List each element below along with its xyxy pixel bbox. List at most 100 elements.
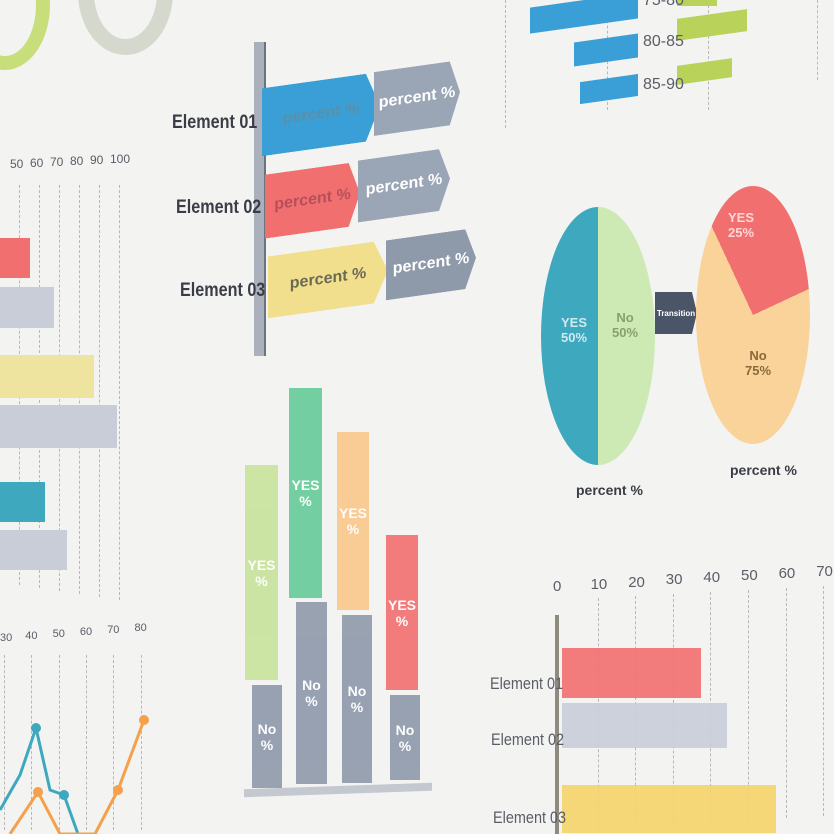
slice-name: No	[616, 310, 634, 325]
bar-top-red: YES %	[386, 535, 418, 690]
slice-name: YES	[728, 210, 755, 225]
grid-line	[85, 655, 87, 830]
x-tick-label: 20	[628, 573, 645, 591]
arrow-segment-red: percent %	[265, 161, 360, 238]
segment-label: percent %	[392, 249, 470, 278]
x-tick-label: 70	[50, 155, 64, 169]
element-label: Element 02	[491, 730, 565, 749]
bar-element-02	[562, 703, 728, 748]
transition-label: Transition	[656, 308, 696, 318]
arrow-segment-blue: percent %	[262, 72, 380, 157]
slice-name: YES	[561, 315, 588, 330]
line-series-orange	[8, 719, 146, 834]
pie-slice-label: YES 25%	[728, 210, 754, 240]
bar-label: No %	[395, 721, 415, 754]
bar-bottom-gray: No %	[252, 685, 282, 788]
pie-chart-2	[696, 186, 810, 444]
category-label: 75-80	[643, 0, 684, 9]
pie-slice-label: No 50%	[612, 310, 638, 340]
x-tick-label: 60	[79, 626, 93, 638]
bar-label: No %	[302, 677, 321, 709]
grid-line	[113, 655, 115, 830]
arrow-segment-gray: percent %	[374, 60, 460, 136]
x-tick-label: 100	[110, 152, 131, 166]
pie-slice-label: No 75%	[745, 348, 771, 378]
element-label: Element 03	[493, 808, 567, 827]
category-label: 85-90	[643, 76, 684, 93]
x-tick-label: 70	[107, 624, 120, 636]
x-tick-label: 30	[665, 571, 683, 589]
element-label: Element 01	[490, 674, 564, 693]
bar-red	[0, 238, 30, 278]
x-tick-label: 60	[30, 156, 44, 170]
slice-value: 50%	[561, 330, 588, 345]
bar-green-85-90	[677, 58, 732, 85]
bar-top-orange: YES %	[337, 432, 369, 610]
transition-arrow: Transition	[655, 292, 697, 334]
slice-value: 50%	[612, 325, 639, 340]
x-tick-label: 50	[741, 567, 758, 584]
bar-gray	[0, 530, 67, 570]
donut-chart-fragment	[0, 0, 50, 70]
x-tick-label: 60	[778, 564, 796, 582]
arrow-segment-gray: percent %	[358, 148, 450, 223]
bar-gray	[0, 405, 117, 448]
segment-label: percent %	[289, 264, 367, 293]
grid-line	[817, 0, 818, 80]
bar-top-mint: YES %	[289, 388, 322, 598]
x-tick-label: 80	[134, 622, 147, 634]
x-tick-label: 40	[703, 569, 721, 587]
grid-line	[119, 185, 120, 600]
line-point	[139, 715, 149, 725]
bar-yellow	[0, 355, 94, 398]
x-tick-label: 0	[553, 578, 562, 595]
bar-green-80-85	[677, 9, 747, 41]
pie-caption: percent %	[730, 462, 797, 478]
x-tick-label: 10	[590, 575, 608, 593]
x-tick-label: 90	[90, 153, 104, 167]
line-point	[59, 790, 69, 800]
grid-line	[4, 655, 5, 830]
y-axis-line	[555, 615, 559, 834]
grid-line	[140, 655, 142, 830]
line-series-teal	[0, 722, 80, 834]
grid-line	[99, 185, 100, 597]
x-tick-label: 70	[816, 562, 833, 580]
pie-chart-1	[541, 207, 655, 465]
arrow-segment-gray: percent %	[386, 228, 476, 301]
x-tick-label: 30	[0, 632, 13, 644]
x-tick-label: 40	[25, 630, 38, 642]
x-tick-label: 80	[70, 154, 84, 168]
grid-line	[748, 590, 749, 820]
bar-blue-80-85	[574, 33, 638, 67]
segment-label: percent %	[365, 170, 443, 199]
bar-gray	[0, 287, 54, 328]
grid-line	[58, 655, 60, 830]
slice-name: No	[749, 348, 767, 363]
donut-chart-fragment-gray	[78, 0, 173, 55]
bar-blue	[0, 482, 45, 522]
bar-label: YES %	[291, 477, 320, 509]
line-point	[31, 723, 41, 733]
bar-label: YES %	[247, 556, 276, 589]
slice-value: 25%	[728, 225, 755, 240]
arrow-segment-yellow: percent %	[268, 240, 388, 319]
grid-line	[708, 0, 709, 110]
bar-top-green: YES %	[245, 465, 278, 680]
grid-line	[785, 588, 787, 818]
pie-caption: percent %	[576, 482, 643, 498]
grid-line	[505, 0, 506, 128]
element-label: Element 03	[180, 280, 266, 301]
bar-green-75-80	[677, 0, 717, 6]
segment-label: percent %	[274, 185, 351, 214]
x-tick-label: 50	[52, 628, 65, 640]
bar-blue-75-80	[530, 0, 638, 34]
line-point	[113, 785, 123, 795]
line-chart	[0, 715, 149, 834]
bar-element-03	[562, 785, 777, 833]
bar-element-01	[562, 648, 702, 698]
bar-label: No %	[347, 683, 367, 715]
category-label: 80-85	[643, 33, 684, 50]
bar-bottom-gray: No %	[390, 695, 420, 780]
grid-line	[823, 586, 825, 816]
